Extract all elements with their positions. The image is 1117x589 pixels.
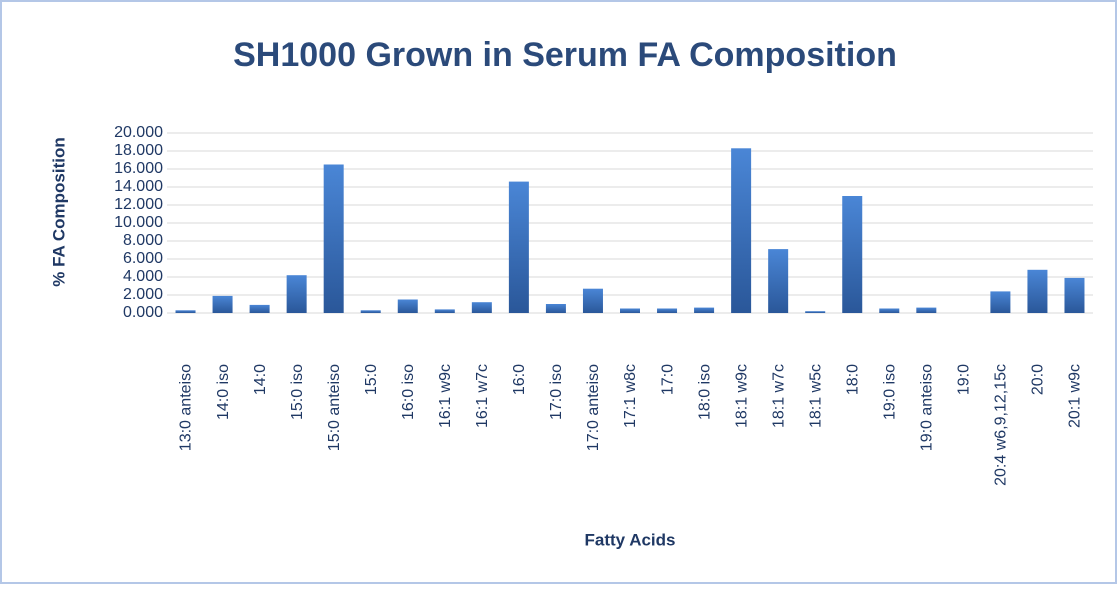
bar [990, 291, 1011, 313]
x-tick-label: 16:0 iso [400, 364, 417, 420]
bar [471, 302, 492, 313]
y-tick-label: 6.000 [123, 250, 163, 267]
bar [842, 196, 863, 313]
bar [916, 307, 937, 313]
x-tick-label: 19:0 iso [881, 364, 898, 420]
bar [1064, 277, 1085, 313]
x-tick-label: 17:0 [659, 364, 676, 395]
x-tick-label: 20:1 w9c [1067, 364, 1084, 428]
bar [397, 299, 418, 313]
bar [508, 181, 529, 313]
x-tick-label: 18:1 w5c [807, 364, 824, 428]
x-tick-label: 17:0 anteiso [585, 364, 602, 451]
x-tick-label: 15:0 anteiso [326, 364, 343, 451]
x-tick-label: 17:0 iso [548, 364, 565, 420]
bar [323, 164, 344, 313]
x-tick-label: 14:0 iso [215, 364, 232, 420]
bar [286, 275, 307, 313]
chart-title: SH1000 Grown in Serum FA Composition [233, 36, 897, 74]
bar [1027, 269, 1048, 313]
bar [434, 309, 455, 313]
y-tick-label: 20.000 [114, 124, 163, 141]
bar [619, 308, 641, 313]
x-tick-label: 18:0 iso [696, 364, 713, 420]
x-tick-label: 14:0 [252, 364, 269, 395]
bar [175, 310, 196, 313]
x-tick-label: 13:0 anteiso [178, 364, 195, 451]
y-tick-label: 18.000 [114, 142, 163, 159]
x-tick-label: 17:1 w8c [622, 364, 639, 428]
bar [249, 304, 270, 313]
y-tick-label: 10.000 [114, 214, 163, 231]
bar [694, 307, 715, 313]
x-tick-label: 15:0 iso [289, 364, 306, 420]
bar [657, 308, 678, 313]
x-tick-label: 18:1 w9c [733, 364, 750, 428]
bar [212, 295, 233, 313]
x-axis-title: Fatty Acids [584, 530, 675, 549]
bar [360, 310, 381, 313]
x-tick-label: 20:0 [1030, 364, 1047, 395]
bar [768, 249, 789, 313]
y-tick-label: 14.000 [114, 178, 163, 195]
bar [879, 308, 900, 313]
y-tick-label: 0.000 [123, 304, 163, 321]
x-tick-label: 16:1 w7c [474, 364, 491, 428]
bar [805, 311, 826, 313]
x-tick-label: 19:0 [956, 364, 973, 395]
y-axis-title: % FA Composition [49, 137, 68, 287]
x-tick-label: 16:1 w9c [437, 364, 454, 428]
y-tick-label: 16.000 [114, 160, 163, 177]
x-tick-label: 20:4 w6,9,12,15c [993, 364, 1010, 486]
x-tick-label: 19:0 anteiso [919, 364, 936, 451]
bar [731, 148, 752, 313]
y-tick-label: 2.000 [123, 286, 163, 303]
bar [545, 304, 566, 313]
y-tick-label: 12.000 [114, 196, 163, 213]
x-tick-label: 18:1 w7c [770, 364, 787, 428]
y-tick-label: 8.000 [123, 232, 163, 249]
x-tick-label: 15:0 [363, 364, 380, 395]
x-tick-label: 18:0 [844, 364, 861, 395]
bar [582, 288, 603, 313]
x-tick-label: 16:0 [511, 364, 528, 395]
y-tick-label: 4.000 [123, 268, 163, 285]
